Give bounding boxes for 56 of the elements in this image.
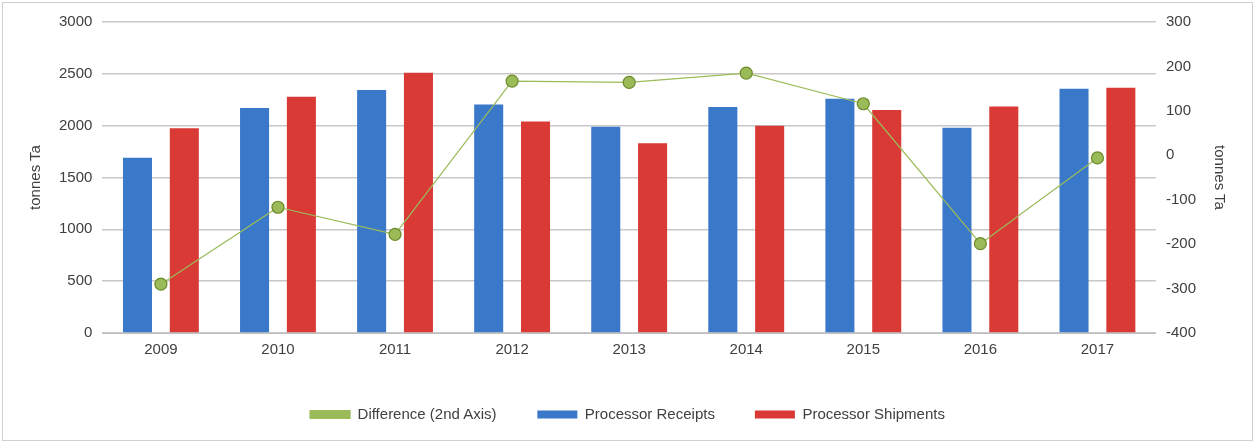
- legend-label: Difference (2nd Axis): [357, 404, 497, 422]
- bar: [942, 127, 972, 333]
- bar: [286, 96, 316, 333]
- bar: [1106, 87, 1136, 333]
- y-tick-label: 2500: [58, 63, 93, 81]
- y2-tick-label: -300: [1165, 278, 1197, 296]
- legend-label: Processor Receipts: [584, 404, 715, 422]
- bar: [989, 106, 1019, 333]
- bar: [240, 108, 270, 333]
- y-tick-label: 1000: [58, 219, 93, 237]
- bar: [357, 89, 387, 333]
- bar: [474, 104, 504, 333]
- bar: [1059, 88, 1089, 333]
- y2-tick-label: 100: [1165, 101, 1192, 118]
- x-tick-label: 2009: [144, 340, 178, 358]
- bar: [825, 98, 855, 333]
- y-tick-label: 0: [84, 323, 93, 341]
- point: [739, 66, 753, 80]
- bar: [403, 72, 433, 333]
- x-tick-label: 2013: [612, 340, 646, 358]
- bar: [638, 143, 668, 333]
- x-tick-label: 2017: [1080, 340, 1115, 358]
- y2-tick-label: 300: [1165, 12, 1192, 30]
- x-tick-label: 2014: [729, 340, 763, 358]
- point: [388, 227, 402, 241]
- y2-tick-label: -400: [1165, 323, 1197, 341]
- y2-tick-label: -200: [1165, 234, 1197, 252]
- y2-tick-label: 200: [1165, 56, 1192, 74]
- x-tick-label: 2016: [963, 340, 998, 358]
- point: [622, 75, 636, 90]
- point: [271, 200, 285, 214]
- bar: [122, 157, 153, 333]
- x-tick-label: 2012: [495, 340, 529, 358]
- y-tick-label: 2000: [58, 115, 93, 133]
- y-tick-label: 1500: [58, 167, 93, 185]
- point: [505, 74, 519, 88]
- y-tick-label: 3000: [58, 12, 93, 30]
- x-tick-label: 2010: [261, 340, 295, 358]
- y2-axis-title: tonnes Ta: [1211, 145, 1229, 211]
- bar: [521, 121, 551, 333]
- x-tick-label: 2015: [846, 340, 880, 358]
- point: [154, 277, 168, 291]
- y-axis-title: tonnes Ta: [26, 144, 44, 210]
- point: [856, 97, 870, 111]
- bar: [708, 107, 738, 333]
- bar: [755, 125, 785, 333]
- point: [1090, 151, 1105, 165]
- point: [973, 237, 987, 251]
- y2-tick-label: 0: [1165, 145, 1175, 163]
- y2-tick-label: -100: [1165, 189, 1197, 207]
- y-tick-label: 500: [67, 271, 93, 289]
- bar: [591, 126, 621, 333]
- bar: [872, 110, 902, 333]
- legend-label: Processor Shipments: [802, 404, 945, 422]
- x-tick-label: 2011: [378, 340, 412, 358]
- bar: [169, 128, 199, 333]
